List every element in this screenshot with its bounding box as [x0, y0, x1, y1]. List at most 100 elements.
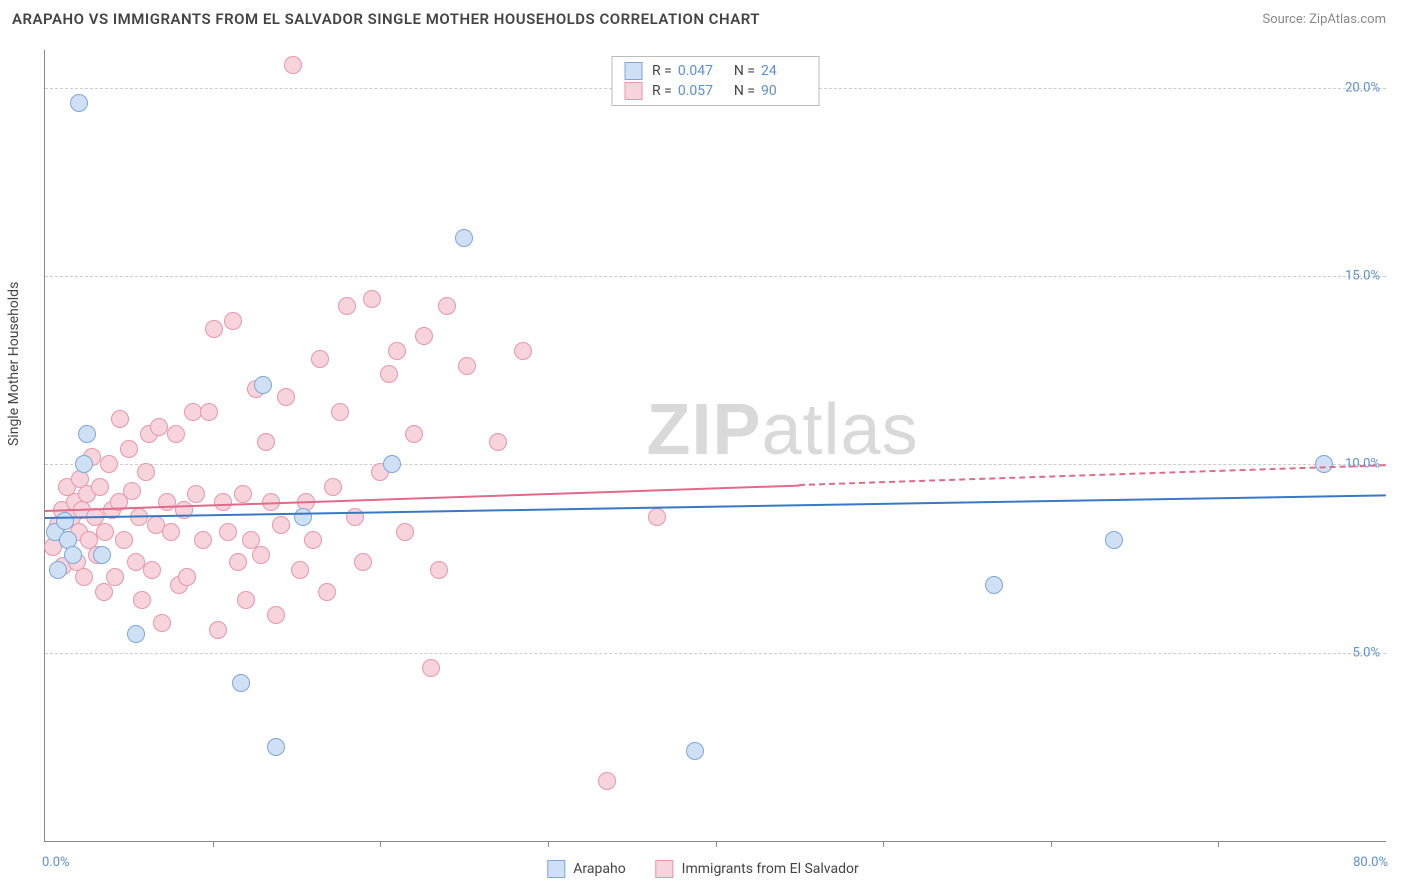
swatch-arapaho: [624, 62, 642, 80]
scatter-point: [514, 342, 532, 360]
scatter-point: [383, 455, 401, 473]
scatter-point: [272, 516, 290, 534]
scatter-point: [137, 463, 155, 481]
scatter-point: [100, 455, 118, 473]
scatter-point: [106, 568, 124, 586]
scatter-point: [354, 553, 372, 571]
scatter-point: [396, 523, 414, 541]
chart-header: ARAPAHO VS IMMIGRANTS FROM EL SALVADOR S…: [0, 0, 1406, 32]
legend-stats-row-elsalvador: R = 0.057 N = 90: [624, 81, 807, 101]
chart-title: ARAPAHO VS IMMIGRANTS FROM EL SALVADOR S…: [12, 10, 760, 28]
scatter-point: [284, 56, 302, 74]
scatter-point: [458, 357, 476, 375]
scatter-point: [78, 425, 96, 443]
scatter-point: [205, 320, 223, 338]
chart-area: ZIPatlas R = 0.047 N = 24 R = 0.057 N = …: [44, 50, 1386, 842]
scatter-point: [267, 606, 285, 624]
scatter-point: [234, 485, 252, 503]
scatter-point: [167, 425, 185, 443]
scatter-point: [363, 290, 381, 308]
scatter-point: [422, 659, 440, 677]
scatter-point: [127, 553, 145, 571]
scatter-point: [1105, 531, 1123, 549]
scatter-point: [143, 561, 161, 579]
scatter-point: [430, 561, 448, 579]
y-tick-label: 20.0%: [1345, 80, 1380, 95]
scatter-point: [405, 425, 423, 443]
scatter-point: [254, 376, 272, 394]
scatter-point: [252, 546, 270, 564]
scatter-point: [985, 576, 1003, 594]
x-tick-mark: [716, 841, 717, 847]
scatter-point: [209, 621, 227, 639]
scatter-point: [438, 297, 456, 315]
scatter-point: [294, 508, 312, 526]
plot-area: ZIPatlas R = 0.047 N = 24 R = 0.057 N = …: [44, 50, 1386, 842]
scatter-point: [133, 591, 151, 609]
legend-stats-row-arapaho: R = 0.047 N = 24: [624, 61, 807, 81]
scatter-point: [111, 410, 129, 428]
scatter-point: [70, 94, 88, 112]
y-tick-label: 15.0%: [1345, 269, 1380, 284]
scatter-point: [150, 418, 168, 436]
scatter-point: [380, 365, 398, 383]
scatter-point: [232, 674, 250, 692]
scatter-point: [318, 583, 336, 601]
scatter-point: [120, 440, 138, 458]
scatter-point: [214, 493, 232, 511]
x-axis-min-label: 0.0%: [42, 855, 70, 870]
scatter-point: [184, 403, 202, 421]
scatter-point: [153, 614, 171, 632]
legend-stats-box: R = 0.047 N = 24 R = 0.057 N = 90: [611, 56, 820, 106]
scatter-point: [64, 546, 82, 564]
scatter-point: [598, 772, 616, 790]
legend-bottom: Arapaho Immigrants from El Salvador: [547, 860, 858, 878]
trend-line: [799, 464, 1386, 486]
scatter-point: [187, 485, 205, 503]
x-tick-mark: [380, 841, 381, 847]
watermark: ZIPatlas: [646, 389, 918, 471]
grid-line: [45, 464, 1386, 465]
scatter-point: [158, 493, 176, 511]
y-axis-label: Single Mother Households: [6, 282, 22, 446]
swatch-arapaho-bottom: [547, 860, 565, 878]
swatch-elsalvador: [624, 82, 642, 100]
scatter-point: [56, 512, 74, 530]
grid-line: [45, 276, 1386, 277]
scatter-point: [291, 561, 309, 579]
grid-line: [45, 653, 1386, 654]
scatter-point: [91, 478, 109, 496]
x-tick-mark: [883, 841, 884, 847]
scatter-point: [267, 738, 285, 756]
scatter-point: [304, 531, 322, 549]
scatter-point: [648, 508, 666, 526]
scatter-point: [257, 433, 275, 451]
scatter-point: [686, 742, 704, 760]
scatter-point: [331, 403, 349, 421]
scatter-point: [311, 350, 329, 368]
scatter-point: [277, 388, 295, 406]
scatter-point: [75, 455, 93, 473]
y-tick-label: 5.0%: [1352, 645, 1380, 660]
scatter-point: [96, 523, 114, 541]
x-tick-mark: [1051, 841, 1052, 847]
scatter-point: [162, 523, 180, 541]
scatter-point: [1315, 455, 1333, 473]
scatter-point: [224, 312, 242, 330]
x-tick-mark: [1218, 841, 1219, 847]
scatter-point: [455, 229, 473, 247]
scatter-point: [489, 433, 507, 451]
swatch-elsalvador-bottom: [656, 860, 674, 878]
scatter-point: [338, 297, 356, 315]
legend-item-arapaho: Arapaho: [547, 860, 625, 878]
scatter-point: [324, 478, 342, 496]
scatter-point: [194, 531, 212, 549]
scatter-point: [415, 327, 433, 345]
legend-item-elsalvador: Immigrants from El Salvador: [656, 860, 859, 878]
scatter-point: [127, 625, 145, 643]
scatter-point: [123, 482, 141, 500]
x-axis-max-label: 80.0%: [1353, 855, 1388, 870]
scatter-point: [93, 546, 111, 564]
scatter-point: [219, 523, 237, 541]
x-tick-mark: [213, 841, 214, 847]
